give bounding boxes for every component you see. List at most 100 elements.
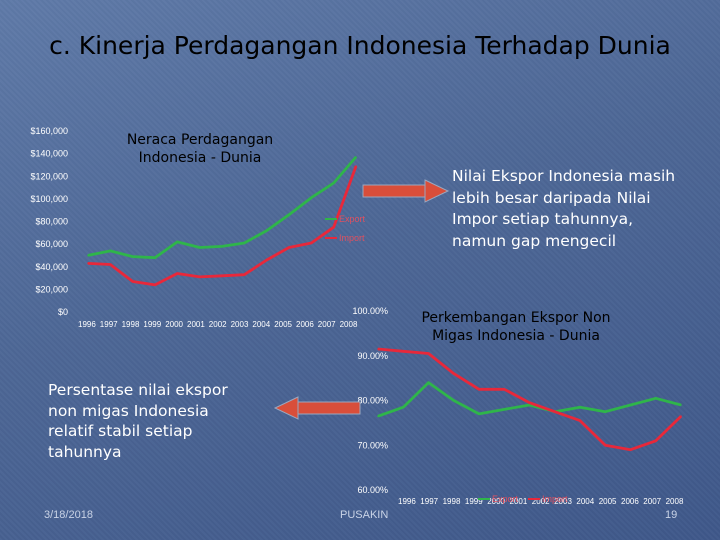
note-right-line: Nilai Ekspor Indonesia masih xyxy=(452,167,676,185)
note-left-line: relatif stabil setiap xyxy=(48,422,193,440)
data-point-import xyxy=(332,226,335,228)
note-right-line: Impor setiap tahunnya, xyxy=(452,210,634,228)
data-point-import xyxy=(198,276,201,278)
data-point-export xyxy=(109,250,112,252)
data-point-import xyxy=(654,439,657,442)
x-tick-label: 1999 xyxy=(143,320,161,329)
slide-title: c. Kinerja Perdagangan Indonesia Terhada… xyxy=(49,31,671,60)
y-tick-label: $40,000 xyxy=(35,262,68,272)
data-point-import xyxy=(478,388,480,391)
x-tick-label: 2003 xyxy=(231,320,249,329)
data-point-import xyxy=(553,410,556,413)
footer-date: 3/18/2018 xyxy=(44,509,93,521)
x-tick-label: 2007 xyxy=(318,320,336,329)
data-point-export xyxy=(503,408,506,411)
y-tick-label: $60,000 xyxy=(35,239,68,249)
note-right-line: namun gap mengecil xyxy=(452,231,617,250)
data-point-import xyxy=(87,262,89,265)
x-tick-label: 2002 xyxy=(209,320,227,329)
x-tick-label: 2007 xyxy=(643,497,661,506)
data-point-export xyxy=(265,229,268,232)
x-tick-label: 1996 xyxy=(398,497,416,506)
y-tick-label: $160,000 xyxy=(30,126,68,136)
x-tick-label: 1998 xyxy=(122,320,140,329)
x-tick-label: 2000 xyxy=(165,320,183,329)
data-point-import xyxy=(604,444,607,447)
x-tick-label: 2001 xyxy=(187,320,205,329)
chart-title: Perkembangan Ekspor Non Migas Indonesia -… xyxy=(421,310,610,344)
data-point-import xyxy=(109,263,112,266)
arrow-left-icon xyxy=(273,396,361,420)
data-point-export xyxy=(355,156,357,158)
data-point-import xyxy=(427,352,430,355)
data-point-export xyxy=(629,404,632,406)
data-point-export xyxy=(579,406,581,409)
data-point-export xyxy=(402,406,405,409)
data-point-import xyxy=(355,165,357,167)
x-tick-label: 1997 xyxy=(420,497,438,506)
x-tick-label: 1997 xyxy=(100,320,118,329)
data-point-import xyxy=(402,350,405,353)
note-left-line: Persentase nilai ekspor xyxy=(48,381,228,399)
data-point-export xyxy=(478,413,480,415)
x-tick-label: 2005 xyxy=(599,497,617,506)
y-tick-label: 70.00% xyxy=(357,440,388,450)
data-point-export xyxy=(131,255,134,258)
note-left-line: non migas Indonesia xyxy=(48,401,209,420)
data-point-export xyxy=(243,242,246,244)
data-point-export xyxy=(310,196,313,199)
note-left-line: tahunnya xyxy=(48,442,122,461)
y-tick-label: $120,000 xyxy=(30,171,68,181)
y-tick-label: $80,000 xyxy=(35,217,68,227)
y-tick-label: $140,000 xyxy=(30,149,68,159)
legend-label: Import xyxy=(542,494,568,504)
data-point-export xyxy=(176,241,179,243)
x-tick-label: 2004 xyxy=(576,497,594,506)
x-tick-label: 2008 xyxy=(666,497,684,506)
legend-label: Import xyxy=(339,233,365,243)
data-point-import xyxy=(629,448,632,451)
data-point-import xyxy=(176,272,179,275)
y-tick-label: 60.00% xyxy=(357,485,388,495)
data-point-import xyxy=(680,415,682,417)
x-tick-label: 1998 xyxy=(443,497,461,506)
chart-title-line: Neraca Perdagangan xyxy=(127,132,273,148)
x-tick-label: 2006 xyxy=(621,497,639,506)
arrow-right-icon xyxy=(362,179,450,203)
data-point-export xyxy=(221,245,223,248)
data-point-export xyxy=(154,256,156,259)
page-number: 19 xyxy=(665,509,678,521)
data-point-import xyxy=(243,273,246,276)
chart-title-line: Perkembangan Ekspor Non xyxy=(421,310,610,326)
y-tick-label: $0 xyxy=(58,307,68,317)
note-left: Persentase nilai ekspor non migas Indone… xyxy=(48,380,228,462)
data-point-export xyxy=(604,410,607,413)
data-point-export xyxy=(288,213,290,216)
data-point-export xyxy=(528,404,531,406)
note-right-line: lebih besar daripada Nilai xyxy=(452,188,651,207)
chart-title-line: Indonesia - Dunia xyxy=(139,150,262,166)
data-point-import xyxy=(288,246,290,249)
y-tick-label: 100.00% xyxy=(352,306,388,316)
y-tick-label: 90.00% xyxy=(357,351,388,361)
x-tick-label: 2001 xyxy=(510,497,528,506)
x-tick-label: 2008 xyxy=(340,320,358,329)
x-tick-label: 2003 xyxy=(554,497,572,506)
data-point-import xyxy=(154,284,156,286)
x-tick-label: 2000 xyxy=(487,497,505,506)
data-point-export xyxy=(198,246,201,249)
data-point-import xyxy=(310,242,313,244)
data-point-export xyxy=(452,399,455,402)
y-tick-label: 80.00% xyxy=(357,396,388,406)
chart-title: Neraca Perdagangan Indonesia - Dunia xyxy=(127,132,273,166)
legend-label: Export xyxy=(339,214,366,224)
x-tick-label: 2002 xyxy=(532,497,550,506)
data-point-import xyxy=(265,259,268,261)
data-point-import xyxy=(221,275,223,277)
data-point-import xyxy=(579,419,581,422)
y-tick-label: $100,000 xyxy=(30,194,68,204)
data-point-export xyxy=(332,182,335,184)
data-point-export xyxy=(654,397,657,400)
y-tick-label: $20,000 xyxy=(35,284,68,294)
